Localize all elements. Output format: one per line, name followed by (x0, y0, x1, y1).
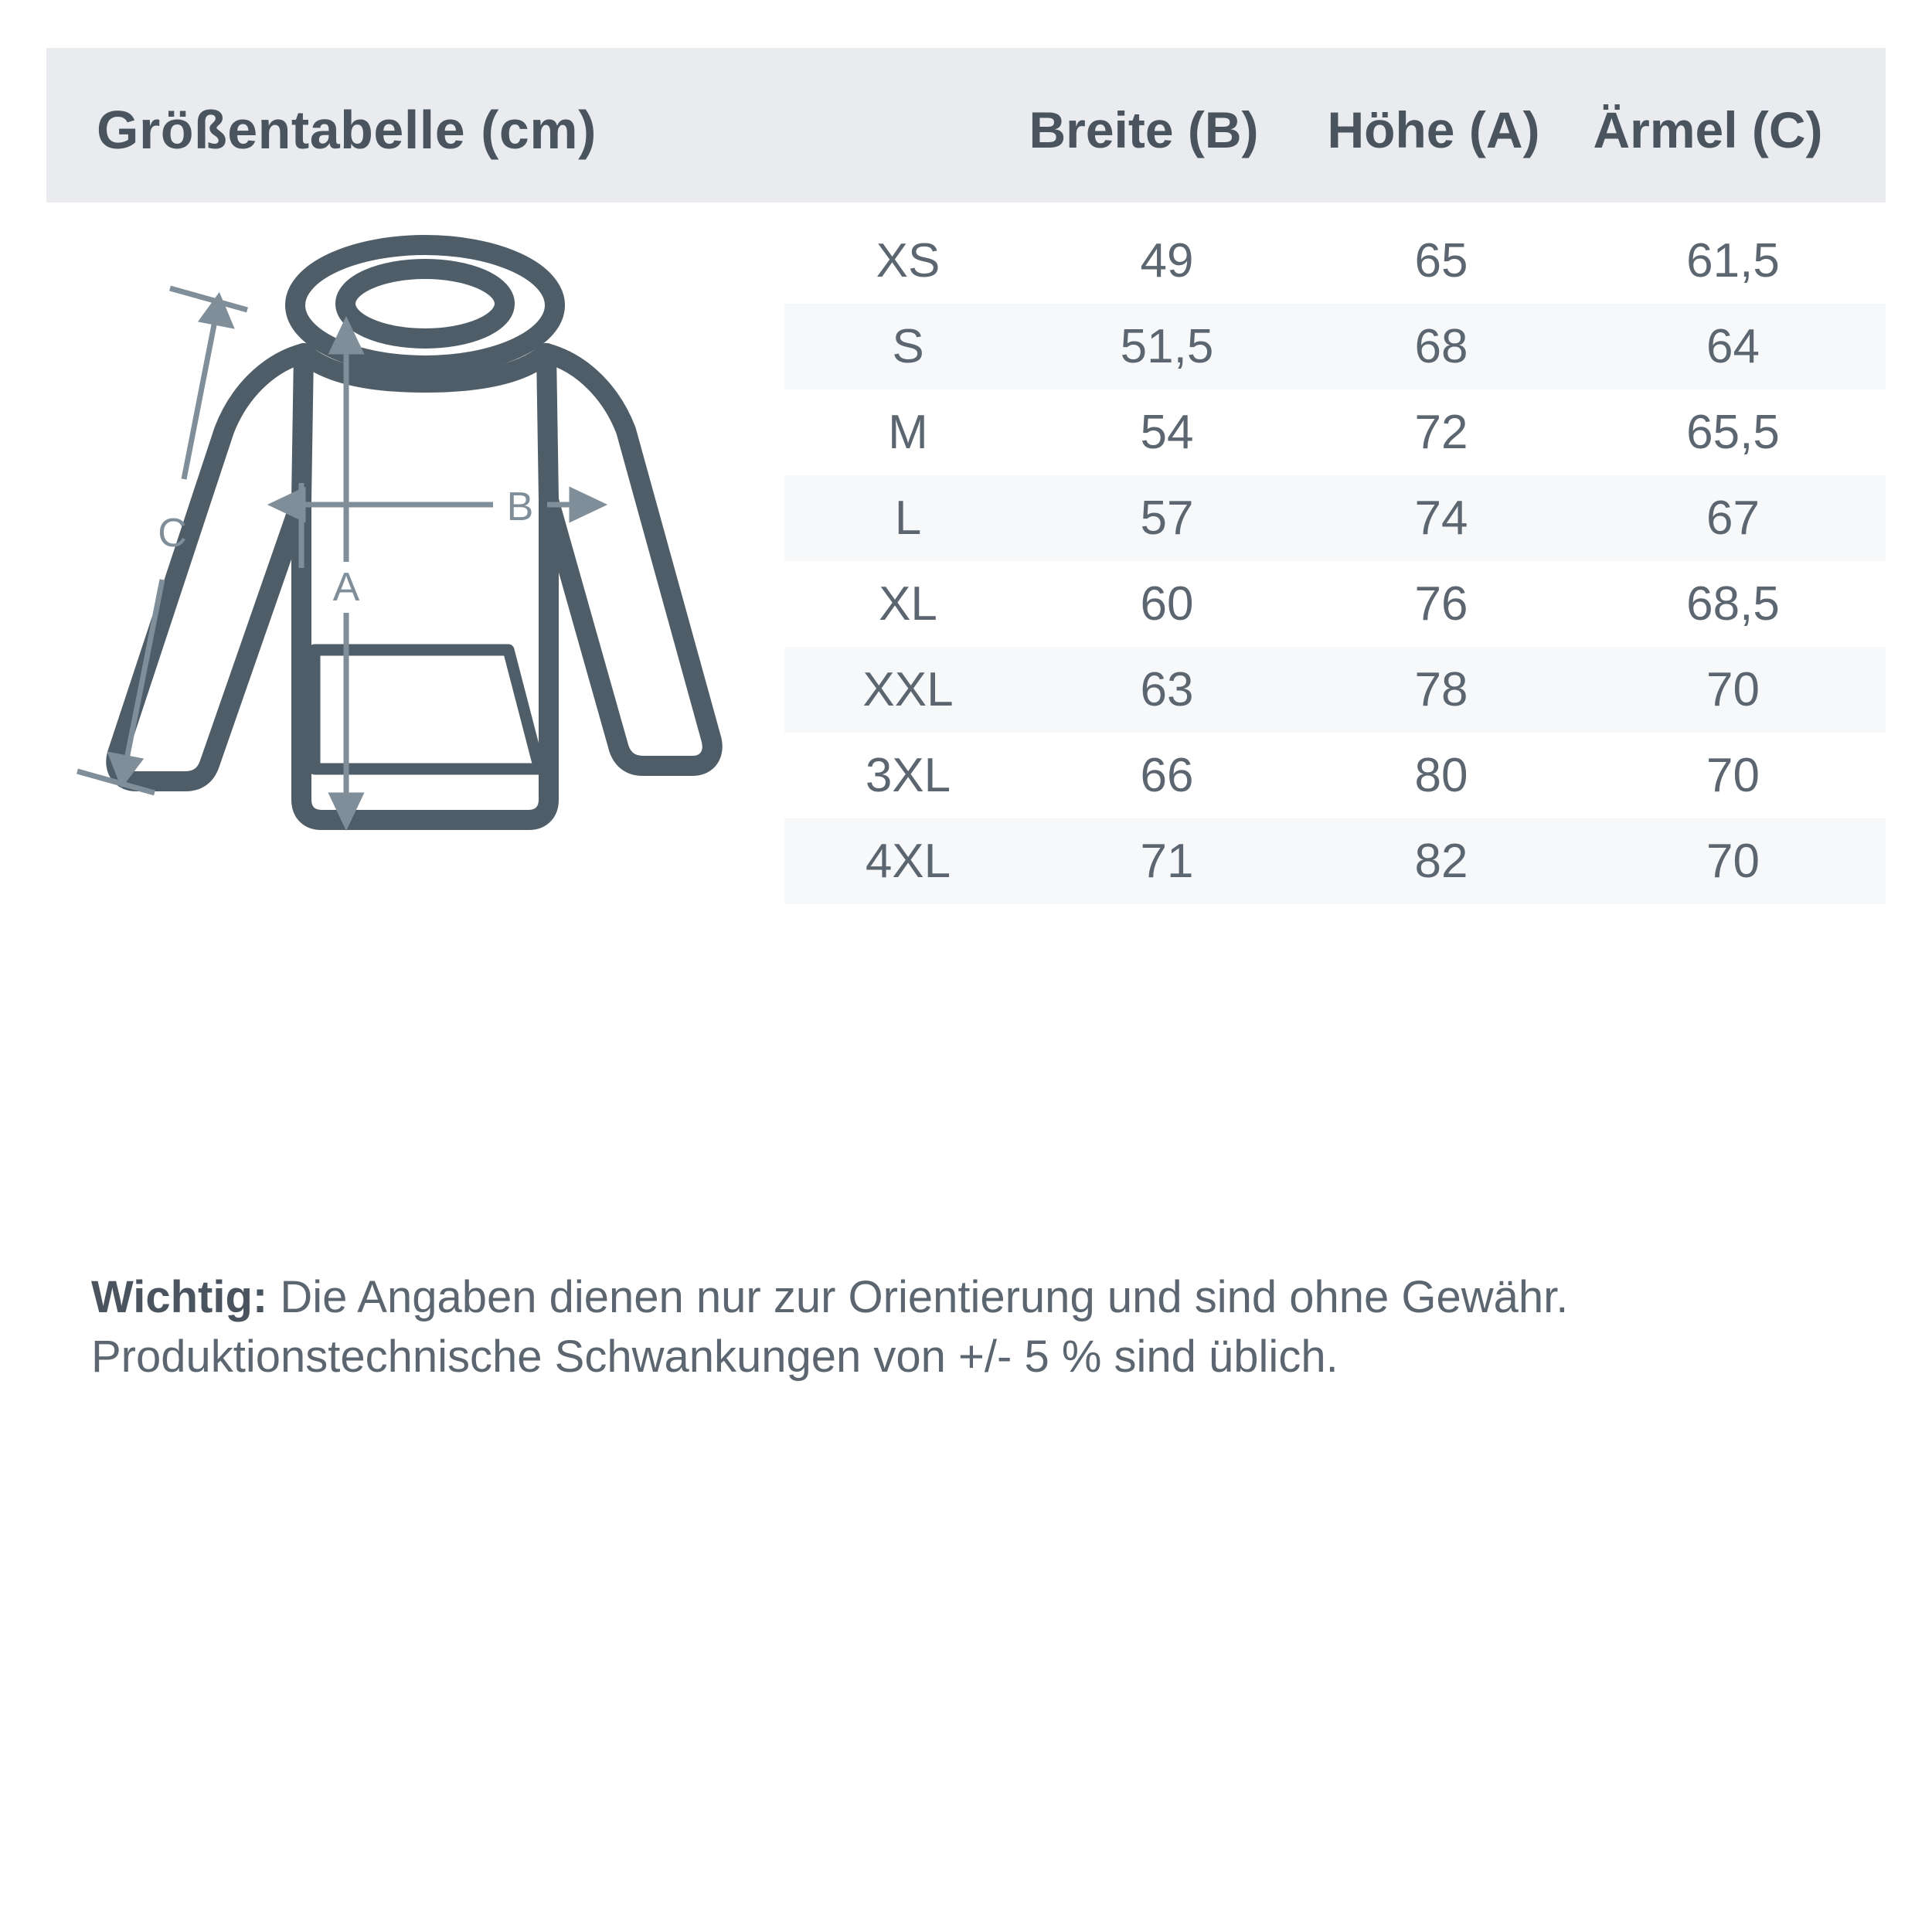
sleeve-c-line-lower (122, 579, 165, 767)
cell-aermel: 70 (1706, 749, 1760, 802)
cell-size: M (888, 406, 928, 459)
cell-hoehe: 74 (1414, 492, 1468, 545)
cell-size: 4XL (865, 835, 951, 888)
hoodie-body-icon (291, 343, 559, 830)
dimension-label-b: B (507, 485, 534, 529)
hoodie-measurement-diagram: C A (70, 228, 781, 854)
cell-aermel: 70 (1706, 835, 1760, 888)
cell-size: 3XL (865, 749, 951, 802)
cell-hoehe: 68 (1414, 320, 1468, 373)
column-header-breite: Breite (B) (1029, 101, 1259, 158)
table-row: XS 49 65 61,5 (784, 218, 1886, 304)
dimension-label-c: C (158, 511, 187, 556)
footnote: Wichtig: Die Angaben dienen nur zur Orie… (91, 1267, 1869, 1386)
collar-icon (294, 343, 556, 393)
hood-opening-icon (335, 259, 515, 349)
page-title: Größentabelle (cm) (97, 100, 597, 160)
cell-breite: 71 (1140, 835, 1194, 888)
dimension-sleeve-c: C (77, 285, 248, 796)
cell-breite: 51,5 (1120, 320, 1214, 373)
table-row: 4XL 71 82 70 (784, 818, 1886, 904)
dimension-label-a: A (333, 565, 360, 610)
height-a-arrowhead-top (328, 315, 365, 355)
sleeve-c-arrowhead-bottom (107, 751, 145, 789)
cell-aermel: 64 (1706, 320, 1760, 373)
footnote-text: Die Angaben dienen nur zur Orientierung … (91, 1272, 1569, 1383)
cell-hoehe: 82 (1414, 835, 1468, 888)
table-row: XXL 63 78 70 (784, 647, 1886, 733)
cell-hoehe: 65 (1414, 234, 1468, 287)
cell-breite: 57 (1140, 492, 1194, 545)
cell-hoehe: 76 (1414, 577, 1468, 631)
right-sleeve-icon (536, 343, 723, 776)
table-row: XL 60 76 68,5 (784, 561, 1886, 647)
width-b-arrowhead-right (569, 486, 608, 523)
cell-size: S (892, 320, 924, 373)
cell-breite: 60 (1140, 577, 1194, 631)
cell-aermel: 70 (1706, 663, 1760, 716)
sleeve-c-bottom-tick (77, 768, 155, 796)
table-row: M 54 72 65,5 (784, 389, 1886, 475)
sleeve-c-arrowhead-top (197, 291, 235, 329)
cell-aermel: 61,5 (1686, 234, 1780, 287)
cell-breite: 66 (1140, 749, 1194, 802)
footnote-lead: Wichtig: (91, 1272, 268, 1322)
cell-size: XS (876, 234, 940, 287)
cell-aermel: 65,5 (1686, 406, 1780, 459)
cell-breite: 49 (1140, 234, 1194, 287)
cell-size: XL (879, 577, 937, 631)
column-header-aermel: Ärmel (C) (1593, 101, 1823, 158)
left-sleeve-icon (106, 343, 314, 791)
cell-aermel: 67 (1706, 492, 1760, 545)
dimension-height-a: A (298, 315, 365, 832)
cell-hoehe: 72 (1414, 406, 1468, 459)
hood-outer-icon (285, 235, 565, 376)
cell-hoehe: 78 (1414, 663, 1468, 716)
cell-breite: 54 (1140, 406, 1194, 459)
sleeve-c-top-tick (169, 285, 248, 313)
sleeve-c-line-upper (181, 312, 219, 480)
cell-size: L (894, 492, 922, 545)
table-row: L 57 74 67 (784, 475, 1886, 561)
table-header-band (46, 48, 1886, 202)
kangaroo-pocket-icon (308, 644, 546, 775)
table-row: S 51,5 68 64 (784, 304, 1886, 389)
height-a-arrowhead-bottom (328, 792, 365, 832)
cell-size: XXL (862, 663, 954, 716)
cell-aermel: 68,5 (1686, 577, 1780, 631)
cell-hoehe: 80 (1414, 749, 1468, 802)
column-header-hoehe: Höhe (A) (1327, 101, 1540, 158)
table-row: 3XL 66 80 70 (784, 733, 1886, 818)
width-b-arrowhead-left (267, 486, 306, 523)
dimension-width-b: B (267, 485, 608, 529)
hoodie-outline-group (106, 235, 723, 830)
size-table: XS 49 65 61,5 S 51,5 68 64 M 54 72 65,5 … (784, 218, 1886, 904)
cell-breite: 63 (1140, 663, 1194, 716)
